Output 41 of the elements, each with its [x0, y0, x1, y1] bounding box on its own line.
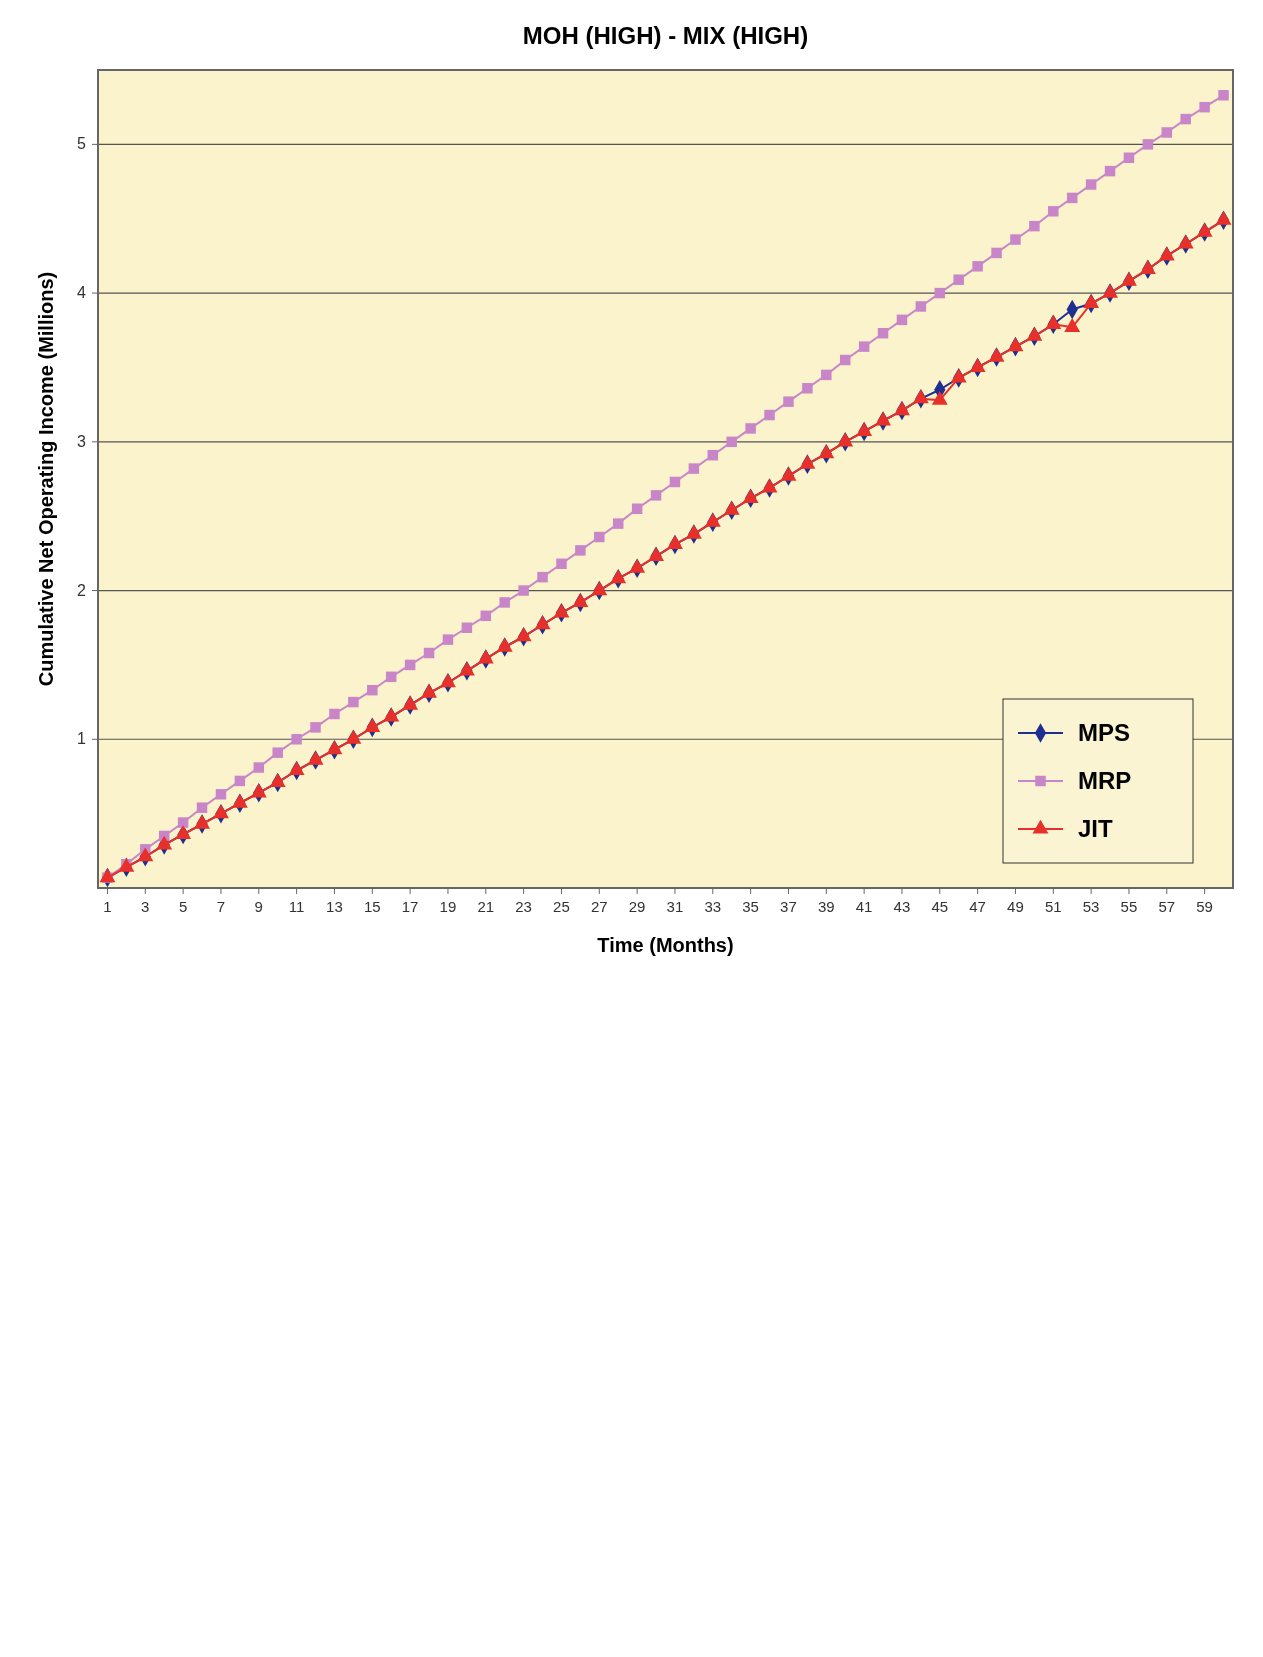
x-tick-label: 55	[1120, 898, 1138, 915]
y-axis-title: Cumulative Net Operating Income (Millions)	[35, 271, 57, 687]
x-tick-label: 15	[363, 898, 381, 915]
y-tick-label: 2	[77, 581, 87, 599]
x-tick-label: 53	[1082, 898, 1100, 915]
x-tick-label: 1	[103, 898, 112, 915]
y-tick-label: 1	[77, 730, 87, 748]
chart-title: MOH (HIGH) - MIX (HIGH)	[522, 22, 809, 49]
x-tick-label: 49	[1007, 898, 1024, 915]
x-tick-label: 35	[742, 898, 759, 915]
x-tick-label: 59	[1196, 898, 1213, 915]
x-tick-label: 51	[1044, 898, 1062, 915]
x-tick-label: 7	[216, 898, 226, 915]
y-tick-label: 3	[77, 432, 87, 450]
x-axis-title: Time (Months)	[597, 934, 734, 956]
x-tick-label: 11	[288, 898, 305, 915]
y-tick-label: 5	[77, 135, 87, 153]
legend-label: MRP	[1078, 767, 1132, 794]
x-tick-label: 45	[931, 898, 949, 915]
x-tick-label: 31	[666, 898, 684, 915]
x-tick-label: 47	[969, 898, 986, 915]
y-tick-label: 4	[77, 284, 87, 302]
x-tick-label: 17	[401, 898, 419, 915]
x-tick-label: 39	[817, 898, 835, 915]
x-tick-label: 13	[326, 898, 343, 915]
x-tick-label: 23	[515, 898, 532, 915]
x-tick-label: 27	[590, 898, 608, 915]
x-tick-label: 41	[855, 898, 873, 915]
x-tick-label: 5	[178, 898, 188, 915]
x-tick-label: 33	[704, 898, 722, 915]
x-tick-label: 19	[439, 898, 457, 915]
x-tick-label: 37	[780, 898, 797, 915]
legend-label: JIT	[1078, 815, 1114, 842]
x-tick-label: 29	[628, 898, 646, 915]
x-tick-label: 43	[893, 898, 911, 915]
x-tick-label: 9	[254, 898, 263, 915]
x-tick-label: 25	[553, 898, 570, 915]
x-tick-label: 21	[477, 898, 495, 915]
x-tick-label: 3	[141, 898, 150, 915]
legend-label: MPS	[1078, 719, 1131, 746]
x-tick-label: 57	[1158, 898, 1176, 915]
